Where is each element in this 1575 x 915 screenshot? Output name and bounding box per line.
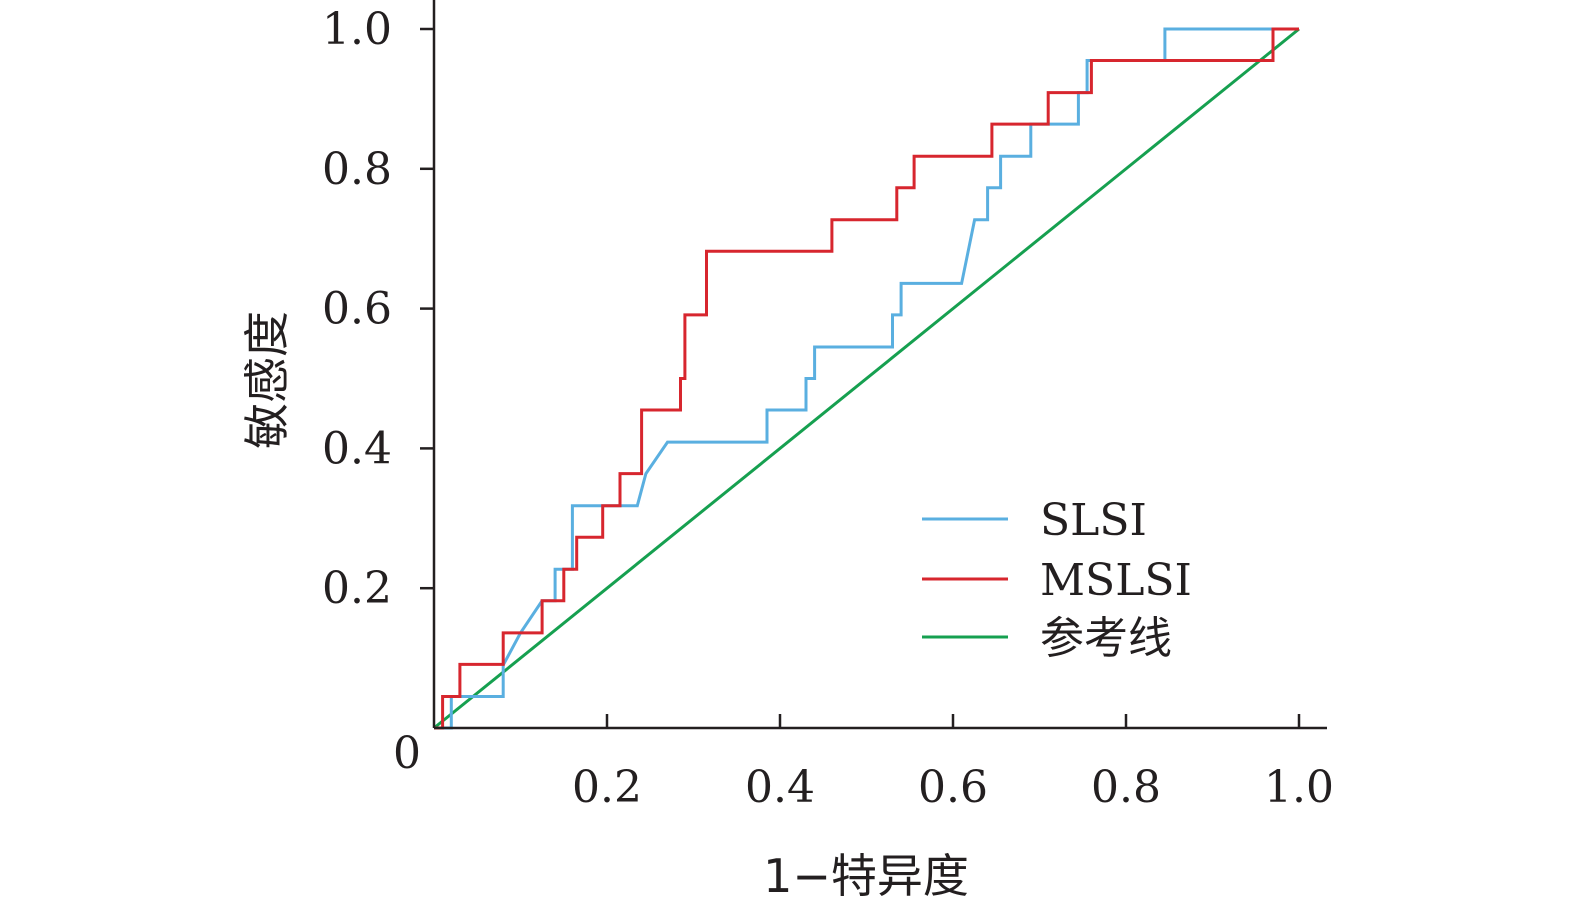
axes: 0.2 0.4 0.6 0.8 1.0 0.2 0.4 0.6 0.8 1.0 0 [322,0,1334,813]
legend-label: 参考线 [1040,613,1172,664]
origin-label: 0 [393,728,421,779]
x-ticks: 0.2 0.4 0.6 0.8 1.0 [572,714,1334,813]
y-ticks: 0.2 0.4 0.6 0.8 1.0 [322,4,434,614]
y-tick-label: 0.8 [322,144,392,195]
y-tick-label: 0.4 [322,423,392,474]
y-tick-label: 1.0 [322,4,392,55]
legend: SLSI MSLSI 参考线 [922,495,1192,664]
x-tick-label: 0.8 [1091,762,1161,813]
series-line-2 [433,27,1300,730]
legend-label: SLSI [1040,495,1147,546]
x-tick-label: 0.6 [918,762,988,813]
x-axis-title: 1−特异度 [763,849,969,903]
x-tick-label: 0.2 [572,762,642,813]
x-tick-label: 1.0 [1264,762,1334,813]
legend-label: MSLSI [1040,555,1192,606]
series-line-1 [434,27,1299,730]
x-tick-label: 0.4 [745,762,815,813]
y-tick-label: 0.2 [322,563,392,614]
y-axis-title: 敏感度 [240,311,294,449]
roc-curves [433,27,1300,730]
y-tick-label: 0.6 [322,284,392,335]
